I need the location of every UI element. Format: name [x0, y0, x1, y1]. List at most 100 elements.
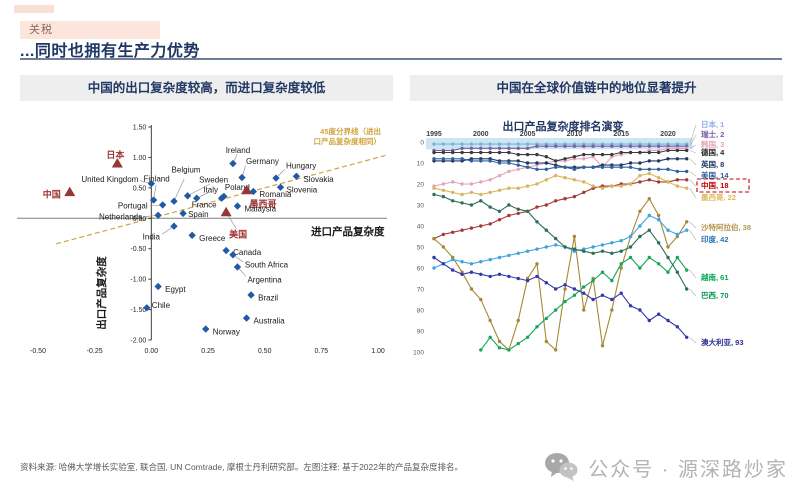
label-leader-line: [689, 221, 697, 229]
scatter-point-Germany: Germany: [238, 157, 279, 182]
triangle-marker: [220, 206, 232, 217]
series-end-label: 美国, 14: [701, 170, 729, 180]
diamond-marker: [158, 201, 167, 209]
y-tick-label: 0.00: [133, 216, 147, 223]
point-label: Slovenia: [287, 186, 318, 195]
rank-tick-label: 70: [417, 286, 425, 293]
line-chart-title: 出口产品复杂度排名演变: [503, 119, 624, 133]
series-end-label: 沙特阿拉伯, 38: [701, 222, 751, 232]
diamond-marker: [233, 263, 242, 271]
diamond-marker: [192, 194, 201, 202]
x-tick-label: 1.00: [371, 348, 385, 355]
y-tick-label: -0.50: [130, 246, 146, 253]
wechat-icon: [545, 453, 578, 481]
point-label: 日本: [106, 149, 125, 160]
year-tick-label: 2005: [520, 131, 536, 138]
label-leader-line: [689, 230, 697, 241]
x-axis-title: 进口产品复杂度: [311, 225, 385, 238]
scatter-point-Spain: Spain: [179, 209, 209, 219]
scatter-point-Chile: Chile: [143, 301, 171, 312]
series-巴西: 巴西, 70: [432, 192, 729, 300]
year-tick-label: 2020: [660, 131, 676, 138]
point-label: Finland: [143, 175, 169, 184]
rank-tick-label: 100: [413, 349, 424, 356]
source-note: 资料来源: 哈佛大学增长实验室, 联合国, UN Comtrade, 摩根士丹利…: [20, 462, 463, 472]
scatter-point-Sweden: Sweden: [183, 175, 228, 200]
point-label: United Kingdom: [81, 175, 138, 184]
point-label: Hungary: [286, 162, 316, 171]
y-tick-label: -2.00: [130, 338, 146, 345]
point-label: Greece: [199, 234, 226, 243]
x-tick-label: -0.25: [87, 348, 103, 355]
scatter-point-Brazil: Brazil: [247, 291, 278, 302]
x-tick-label: 0.50: [258, 348, 272, 355]
rank-tick-label: 80: [417, 307, 425, 314]
tag-badge: 关税: [20, 21, 160, 39]
diamond-marker: [229, 159, 237, 168]
year-tick-label: 2015: [613, 131, 629, 138]
series-德国: 德国, 4: [432, 147, 725, 163]
diamond-marker: [220, 192, 228, 201]
diamond-marker: [154, 211, 162, 219]
scatter-point-墨西哥: 墨西哥: [241, 184, 277, 209]
series-end-label: 印度, 42: [701, 234, 729, 244]
series-澳大利亚: 澳大利亚, 93: [432, 255, 744, 347]
triangle-marker: [64, 186, 76, 197]
year-tick-label: 2010: [567, 131, 583, 138]
scatter-point-Netherlands: Netherlands: [99, 211, 162, 222]
left-panel-header: 中国的出口复杂度较高，而进口复杂度较低: [20, 75, 393, 101]
y-tick-label: 1.50: [133, 125, 147, 132]
point-label: Netherlands: [99, 213, 142, 222]
series-印度: 印度, 42: [432, 213, 729, 270]
diamond-marker: [149, 196, 158, 204]
scatter-point-Romania: Romania: [249, 187, 292, 199]
point-label: Sweden: [199, 175, 228, 184]
label-leader-line: [689, 134, 697, 147]
series-end-label: 墨西哥, 22: [701, 192, 736, 202]
china-highlight-box: [696, 178, 750, 193]
triangle-marker: [241, 184, 253, 195]
point-label: Australia: [254, 317, 286, 326]
series-end-label: 巴西, 70: [701, 291, 729, 300]
tag-badge-label: 关税: [29, 24, 53, 36]
watermark: 公众号 · 源深路炒家: [544, 452, 788, 482]
point-label: Romania: [259, 190, 292, 199]
point-label: Norway: [213, 328, 240, 337]
y-tick-label: -1.00: [130, 277, 146, 284]
x-tick-label: 0.25: [201, 348, 215, 355]
label-leader-line: [689, 171, 697, 177]
label-leader-line: [689, 124, 697, 145]
left-panel-title: 中国的出口复杂度较高，而进口复杂度较低: [87, 81, 326, 95]
diagonal-line-label: 45度分界线（进出: [320, 126, 381, 136]
point-label: 墨西哥: [250, 199, 277, 209]
diamond-marker: [222, 246, 230, 255]
scatter-point-美国: 美国: [220, 206, 247, 240]
series-end-label: 中国, 18: [701, 180, 729, 190]
scatter-point-Malaysia: Malaysia: [233, 202, 277, 214]
diamond-marker: [202, 325, 210, 333]
series-end-label: 英国, 8: [701, 159, 724, 169]
scatter-point-Egypt: Egypt: [154, 282, 186, 294]
series-end-label: 瑞士, 2: [701, 129, 724, 139]
diamond-marker: [276, 183, 285, 191]
y-tick-label: 0.50: [133, 185, 147, 192]
point-label: India: [143, 233, 161, 242]
point-label: Poland: [225, 183, 250, 192]
label-leader-line: [689, 288, 697, 297]
scatter-point-India: India: [143, 222, 178, 242]
point-label: 美国: [229, 229, 247, 240]
rank-tick-label: 90: [417, 328, 425, 335]
diamond-marker: [170, 197, 178, 205]
diamond-marker: [154, 282, 162, 291]
point-label: Malaysia: [244, 205, 276, 214]
label-leader-line: [689, 144, 697, 149]
diamond-marker: [247, 291, 255, 299]
point-label: Chile: [152, 301, 171, 310]
label-leader-line: [689, 269, 697, 279]
diamond-marker: [249, 187, 258, 196]
point-label: Germany: [246, 157, 279, 166]
scatter-point-Norway: Norway: [202, 325, 240, 337]
rank-tick-label: 10: [417, 160, 425, 167]
scatter-point-Slovenia: Slovenia: [276, 183, 318, 195]
y-tick-label: -1.50: [130, 307, 146, 314]
